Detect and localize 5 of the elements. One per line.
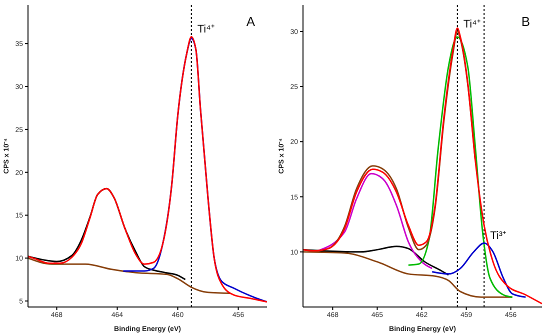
annotation: B	[521, 14, 530, 29]
annotation: Ti³⁺	[490, 230, 507, 242]
annotation: Ti⁴⁺	[197, 24, 215, 36]
annotation: A	[246, 14, 255, 29]
annotation: Ti⁴⁺	[463, 18, 481, 30]
